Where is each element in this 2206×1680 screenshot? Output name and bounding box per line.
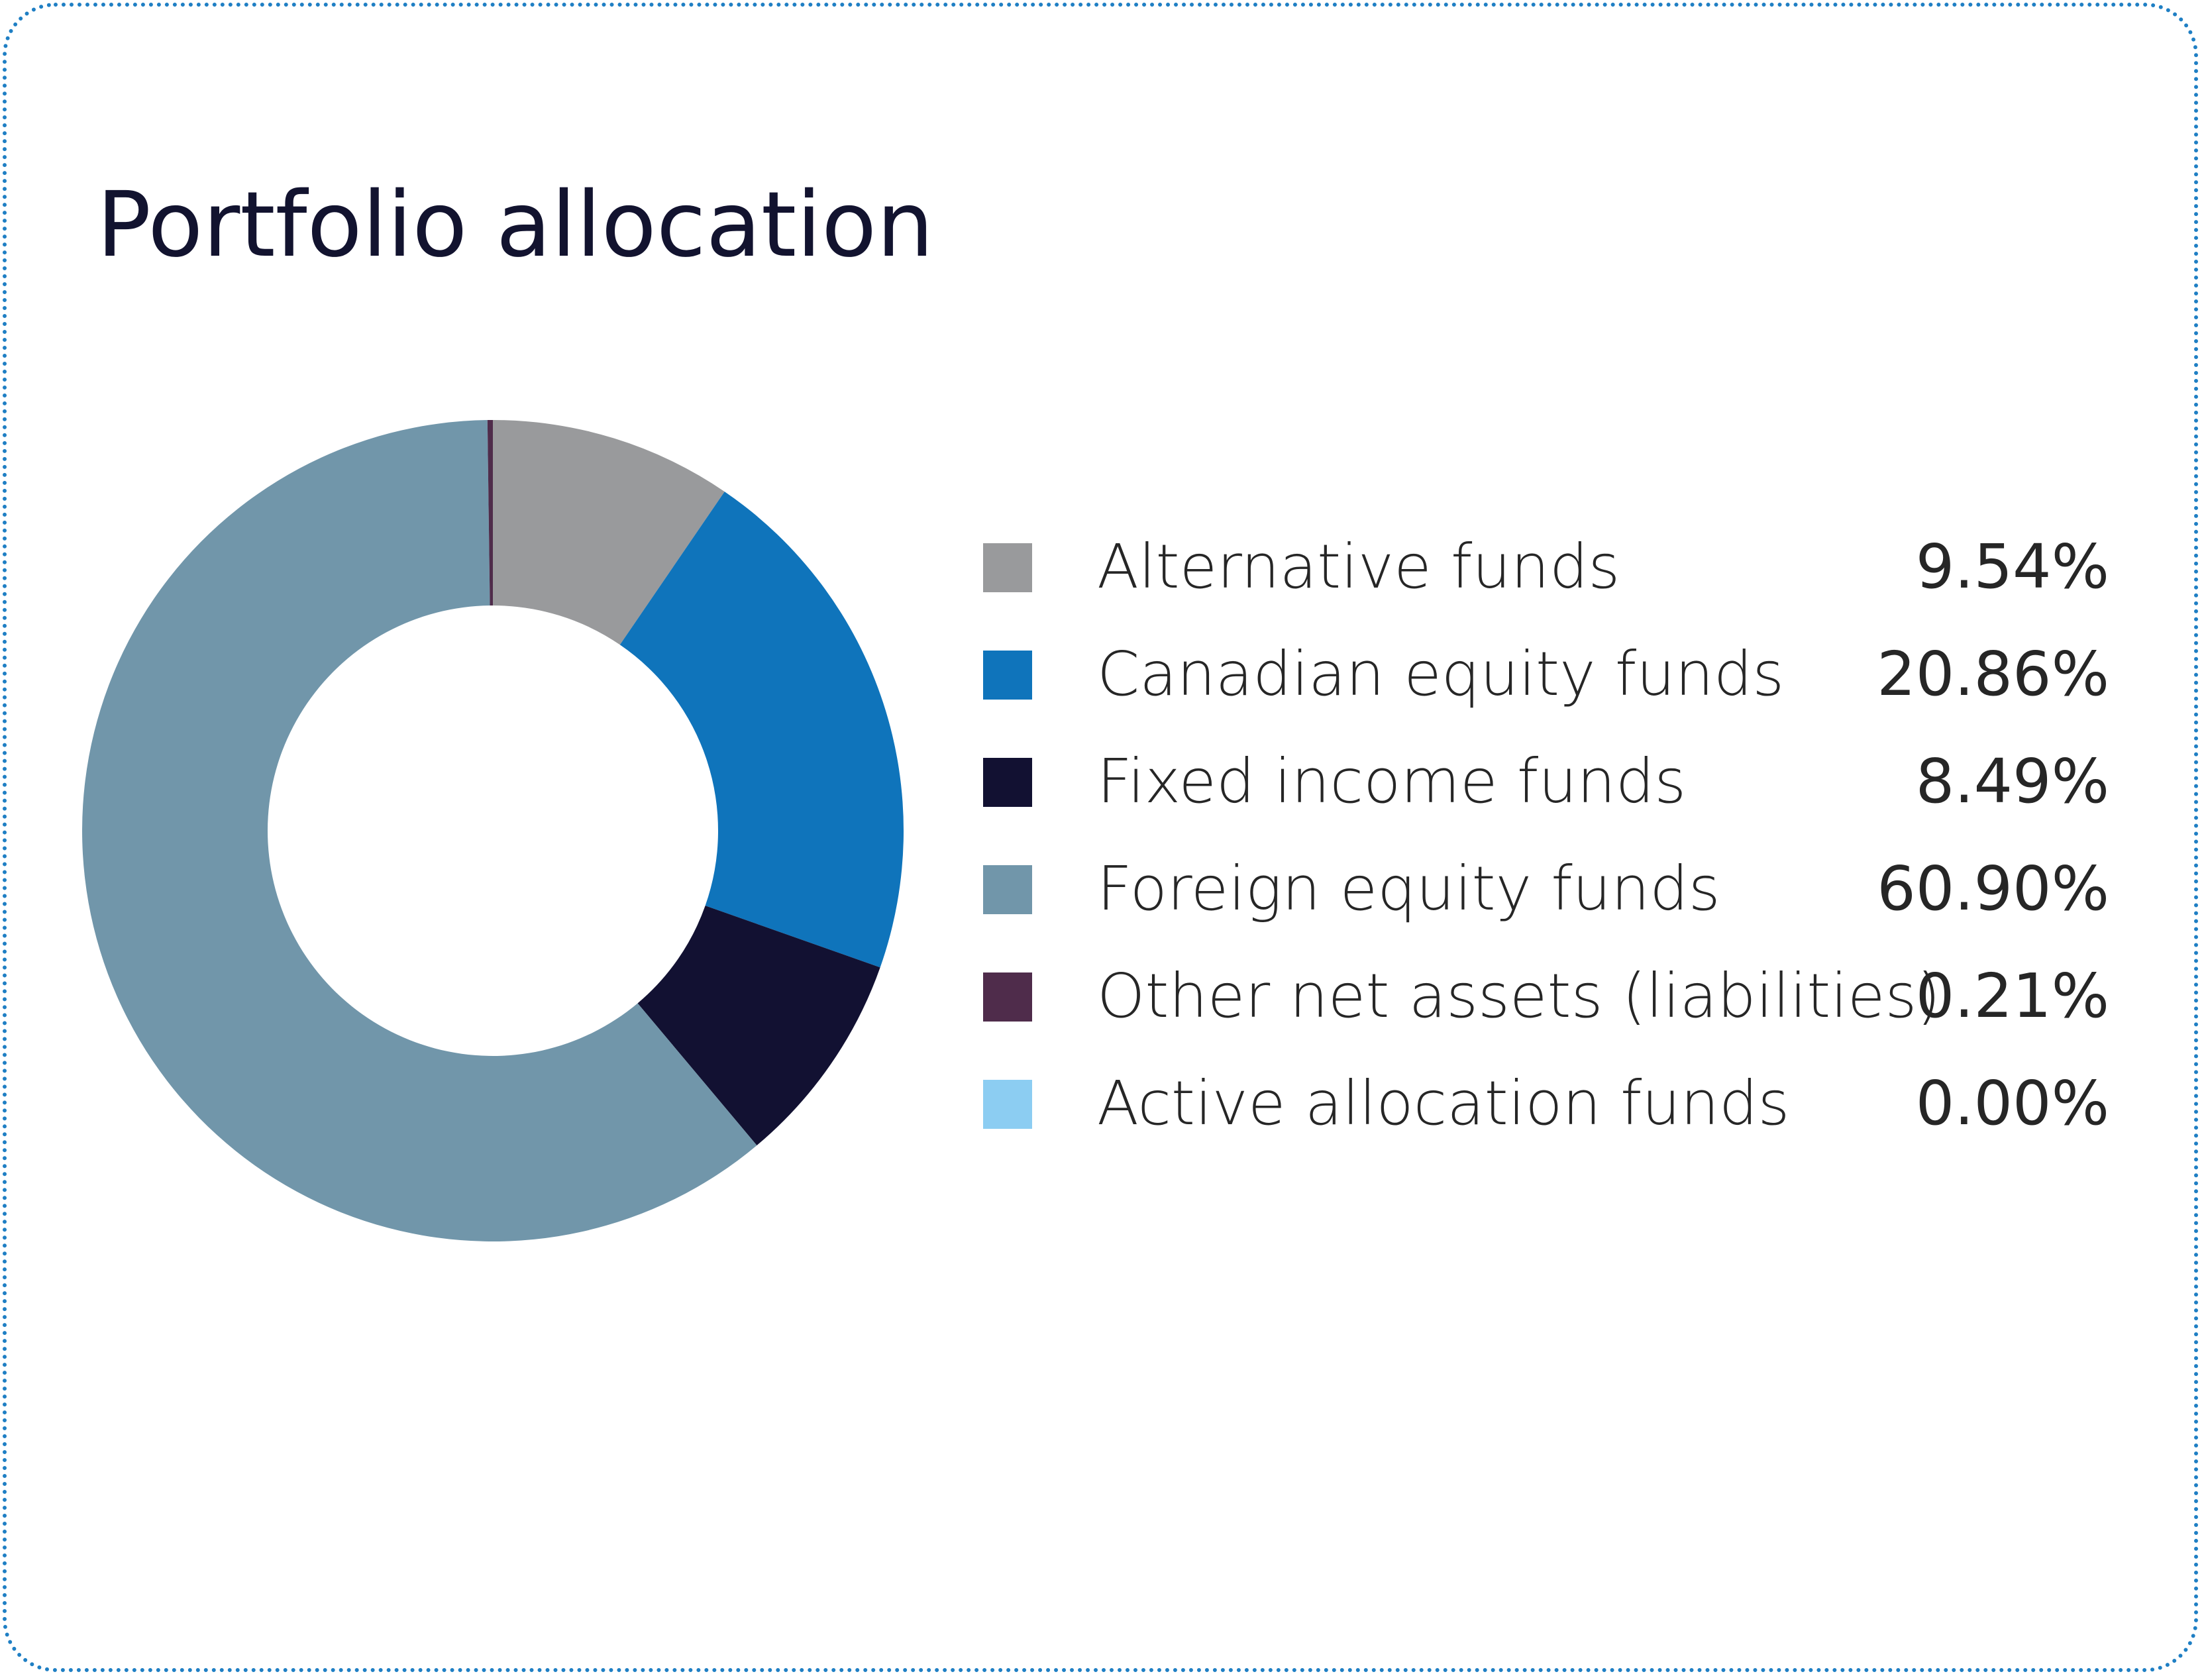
- donut-slice-other-net-assets-liabilities: [487, 420, 493, 606]
- legend-swatch: [983, 651, 1032, 700]
- legend-value: 60.90%: [1877, 853, 2109, 924]
- chart-legend: Alternative funds 9.54% Canadian equity …: [983, 521, 2109, 1165]
- legend-value: 0.00%: [1915, 1068, 2109, 1139]
- legend-value: 0.21%: [1915, 961, 2109, 1031]
- legend-label: Foreign equity funds: [1097, 853, 1720, 924]
- legend-swatch: [983, 758, 1032, 807]
- donut-slice-foreign-equity-funds: [81, 420, 757, 1241]
- legend-label: Canadian equity funds: [1097, 639, 1785, 709]
- chart-card: Portfolio allocation: [3, 3, 2198, 1672]
- legend-value: 20.86%: [1877, 639, 2109, 709]
- donut-slice-alternative-funds: [493, 420, 725, 645]
- legend-value: 8.49%: [1915, 746, 2109, 817]
- legend-swatch: [983, 543, 1032, 592]
- legend-item-foreign-equity-funds: Foreign equity funds 60.90%: [983, 843, 2109, 950]
- legend-item-fixed-income-funds: Fixed income funds 8.49%: [983, 735, 2109, 843]
- legend-swatch: [983, 972, 1032, 1022]
- legend-swatch: [983, 865, 1032, 914]
- legend-item-other-net-assets: Other net assets (liabilities) 0.21%: [983, 950, 2109, 1057]
- legend-swatch: [983, 1080, 1032, 1129]
- legend-value: 9.54%: [1915, 531, 2109, 602]
- legend-item-active-allocation-funds: Active allocation funds 0.00%: [983, 1057, 2109, 1165]
- legend-label: Fixed income funds: [1097, 746, 1687, 817]
- legend-label: Other net assets (liabilities): [1097, 961, 1941, 1031]
- legend-label: Active allocation funds: [1097, 1068, 1790, 1139]
- chart-title: Portfolio allocation: [97, 173, 934, 278]
- donut-slice-fixed-income-funds: [637, 906, 880, 1145]
- legend-label: Alternative funds: [1097, 531, 1620, 602]
- legend-item-canadian-equity-funds: Canadian equity funds 20.86%: [983, 628, 2109, 735]
- legend-item-alternative-funds: Alternative funds 9.54%: [983, 521, 2109, 628]
- donut-slice-canadian-equity-funds: [619, 492, 904, 968]
